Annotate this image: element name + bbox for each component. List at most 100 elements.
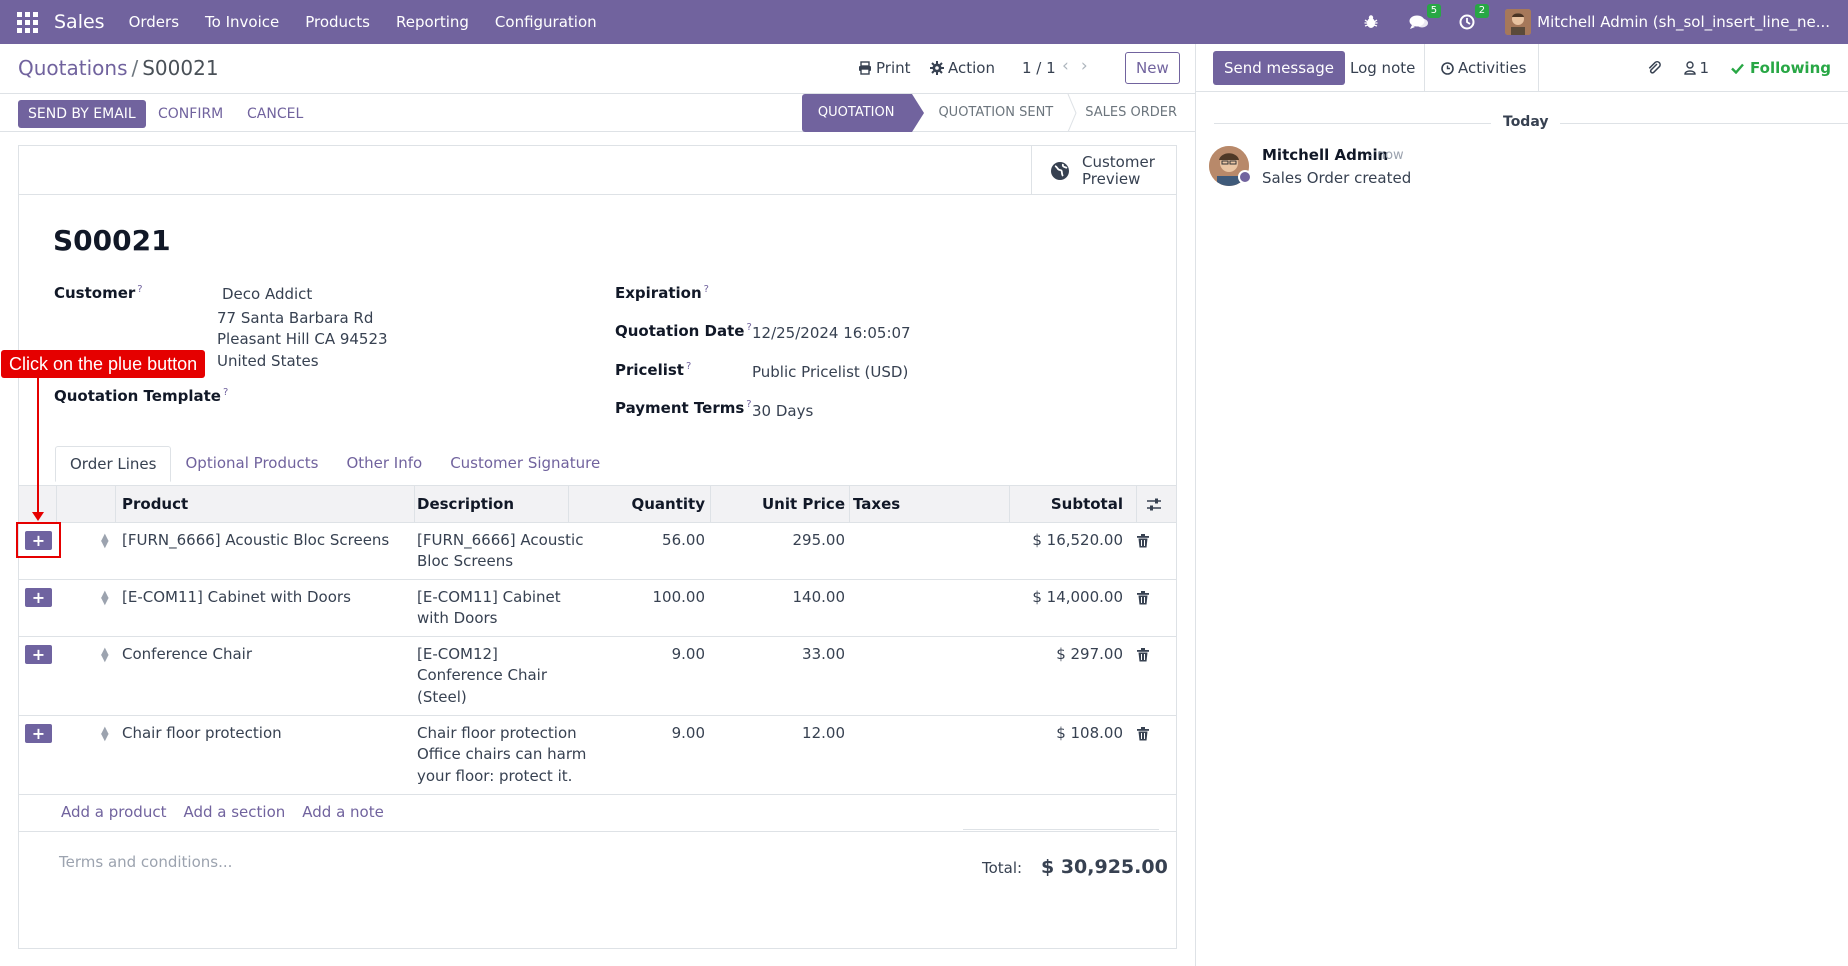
column-description[interactable]: Description	[417, 495, 515, 513]
drag-handle-icon[interactable]: ▲ ▼	[101, 589, 109, 607]
menu-reporting[interactable]: Reporting	[396, 13, 469, 31]
help-icon[interactable]: ?	[746, 399, 752, 410]
row-product[interactable]: Chair floor protection	[122, 724, 282, 742]
message-author[interactable]: Mitchell Admin	[1262, 146, 1389, 164]
confirm-button[interactable]: CONFIRM	[158, 106, 224, 122]
help-icon[interactable]: ?	[685, 361, 692, 372]
following-button[interactable]: Following	[1731, 59, 1831, 77]
row-product[interactable]: [E-COM11] Cabinet with Doors	[122, 588, 351, 606]
menu-orders[interactable]: Orders	[128, 13, 180, 31]
trash-icon[interactable]	[1137, 591, 1149, 605]
add-section-link[interactable]: Add a section	[183, 803, 286, 821]
row-unit-price[interactable]: 295.00	[792, 531, 846, 549]
trash-icon[interactable]	[1137, 534, 1149, 548]
tab-optional-products[interactable]: Optional Products	[185, 454, 319, 472]
column-taxes[interactable]: Taxes	[853, 495, 901, 513]
stage-sales-order[interactable]: SALES ORDER	[1085, 105, 1177, 120]
user-name[interactable]: Mitchell Admin (sh_sol_insert_line_ne...	[1537, 13, 1830, 31]
activities-button[interactable]: Activities	[1441, 51, 1526, 85]
row-product[interactable]: [FURN_6666] Acoustic Bloc Screens	[122, 531, 390, 549]
stage-quotation-sent[interactable]: QUOTATION SENT	[938, 105, 1054, 120]
column-quantity[interactable]: Quantity	[631, 495, 706, 513]
row-unit-price[interactable]: 140.00	[792, 588, 846, 606]
row-unit-price[interactable]: 12.00	[802, 724, 845, 742]
row-description-line[interactable]: Conference Chair	[417, 666, 547, 684]
customer-name[interactable]: Deco Addict	[222, 285, 313, 303]
row-subtotal: $ 108.00	[1056, 724, 1123, 742]
row-quantity[interactable]: 56.00	[662, 531, 705, 549]
row-description-line[interactable]: Office chairs can harm	[417, 745, 587, 763]
help-icon[interactable]: ?	[746, 322, 752, 333]
debug-bug-icon[interactable]	[1361, 12, 1381, 32]
app-name[interactable]: Sales	[54, 11, 105, 33]
breadcrumb-quotations[interactable]: Quotations	[18, 56, 128, 80]
column-unit-price[interactable]: Unit Price	[762, 495, 845, 513]
messages-icon[interactable]: 5	[1409, 4, 1442, 32]
customer-preview-button[interactable]: Customer Preview	[1031, 146, 1176, 195]
chatter-divider	[1424, 44, 1425, 92]
tab-other-info[interactable]: Other Info	[346, 454, 423, 472]
add-product-link[interactable]: Add a product	[61, 803, 167, 821]
row-description-line[interactable]: [FURN_6666] Acoustic	[417, 531, 584, 549]
drag-handle-icon[interactable]: ▲ ▼	[101, 532, 109, 550]
row-quantity[interactable]: 100.00	[652, 588, 706, 606]
menu-products[interactable]: Products	[305, 13, 370, 31]
drag-handle-icon[interactable]: ▲ ▼	[101, 725, 109, 743]
send-message-button[interactable]: Send message	[1213, 51, 1345, 85]
table-row[interactable]: + ▲ ▼ [FURN_6666] Acoustic Bloc Screens […	[19, 523, 1176, 580]
table-row[interactable]: + ▲ ▼ [E-COM11] Cabinet with Doors [E-COM…	[19, 580, 1176, 637]
cancel-button[interactable]: CANCEL	[247, 106, 304, 122]
trash-icon[interactable]	[1137, 727, 1149, 741]
quotation-date-field[interactable]: 12/25/2024 16:05:07	[752, 324, 911, 342]
pager-prev-icon[interactable]: ‹	[1062, 56, 1081, 76]
stage-quotation[interactable]: QUOTATION	[801, 94, 924, 132]
pager-next-icon[interactable]: ›	[1080, 56, 1100, 76]
row-description-line[interactable]: your floor: protect it.	[417, 767, 573, 785]
activities-clock-icon[interactable]: 2	[1457, 4, 1490, 32]
paperclip-icon[interactable]	[1646, 60, 1662, 76]
table-row[interactable]: + ▲ ▼ Chair floor protection Chair floor …	[19, 716, 1176, 795]
help-icon[interactable]: ?	[137, 284, 143, 295]
payment-terms-field[interactable]: 30 Days	[752, 402, 814, 420]
help-icon[interactable]: ?	[222, 387, 229, 398]
menu-to-invoice[interactable]: To Invoice	[205, 13, 280, 31]
tab-order-lines[interactable]: Order Lines	[55, 446, 172, 482]
log-note-button[interactable]: Log note	[1350, 59, 1416, 77]
pager-value[interactable]: 1 / 1	[1022, 59, 1056, 77]
table-row[interactable]: + ▲ ▼ Conference Chair [E-COM12] Conferen…	[19, 637, 1176, 716]
action-button[interactable]: Action	[930, 59, 995, 77]
row-quantity[interactable]: 9.00	[671, 724, 705, 742]
drag-handle-icon[interactable]: ▲ ▼	[101, 646, 109, 664]
tab-customer-signature[interactable]: Customer Signature	[450, 454, 601, 472]
insert-line-plus-button[interactable]: +	[25, 531, 52, 550]
send-by-email-button[interactable]: SEND BY EMAIL	[18, 100, 146, 128]
row-description-line[interactable]: Chair floor protection	[417, 724, 577, 742]
row-product[interactable]: Conference Chair	[122, 645, 252, 663]
row-quantity[interactable]: 9.00	[671, 645, 705, 663]
menu-configuration[interactable]: Configuration	[494, 13, 597, 31]
terms-conditions-field[interactable]: Terms and conditions...	[59, 853, 233, 871]
check-icon	[1731, 63, 1744, 74]
apps-menu-icon[interactable]	[0, 0, 54, 44]
row-description-line[interactable]: (Steel)	[417, 688, 467, 706]
column-product[interactable]: Product	[122, 495, 189, 513]
insert-line-plus-button[interactable]: +	[25, 645, 52, 664]
row-description-line[interactable]: [E-COM12]	[417, 645, 498, 663]
user-avatar[interactable]	[1505, 9, 1532, 35]
followers-button[interactable]: 1	[1683, 59, 1709, 77]
print-button[interactable]: Print	[858, 59, 911, 77]
pricelist-field[interactable]: Public Pricelist (USD)	[752, 363, 909, 381]
help-icon[interactable]: ?	[703, 284, 709, 295]
insert-line-plus-button[interactable]: +	[25, 588, 52, 607]
trash-icon[interactable]	[1137, 648, 1149, 662]
row-description-line[interactable]: Bloc Screens	[417, 552, 514, 570]
row-description-line[interactable]: with Doors	[417, 609, 498, 627]
add-note-link[interactable]: Add a note	[302, 803, 384, 821]
column-subtotal[interactable]: Subtotal	[1050, 495, 1123, 513]
row-description-line[interactable]: [E-COM11] Cabinet	[417, 588, 561, 606]
new-button[interactable]: New	[1125, 52, 1180, 84]
insert-line-plus-button[interactable]: +	[25, 724, 52, 743]
optional-columns-icon[interactable]	[1147, 498, 1161, 511]
row-unit-price[interactable]: 33.00	[802, 645, 845, 663]
customer-preview-label: Customer Preview	[1082, 152, 1155, 188]
